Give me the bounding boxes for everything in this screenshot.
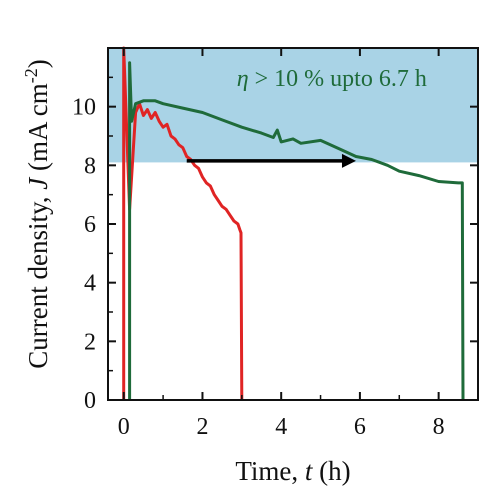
y-axis-title-post: (mA cm — [23, 83, 53, 178]
y-tick-label: 8 — [84, 153, 96, 179]
y-tick-label: 10 — [72, 95, 96, 121]
x-tick-label: 4 — [275, 414, 287, 440]
x-axis-title-var: t — [305, 456, 314, 486]
y-axis-title-close: ) — [23, 59, 53, 68]
y-axis-title-sup: -2 — [21, 68, 41, 83]
series-line-2 — [128, 61, 465, 401]
x-tick-label: 6 — [354, 414, 366, 440]
annotation: η > 10 % upto 6.7 h — [237, 66, 427, 92]
y-tick-label: 2 — [84, 329, 96, 355]
annotation-eta: η — [237, 66, 249, 92]
y-axis-title: Current density, J (mA cm-2) — [21, 59, 53, 368]
x-axis-title: Time, t (h) — [235, 456, 350, 486]
x-tick-label: 0 — [118, 414, 130, 440]
tick-layer: 0 2 4 6 8 0 2 4 6 8 10 — [72, 48, 478, 440]
y-tick-label: 4 — [84, 271, 96, 297]
x-tick-label: 2 — [196, 414, 208, 440]
y-tick-label: 0 — [84, 388, 96, 414]
x-axis-title-pre: Time, — [235, 456, 305, 486]
x-axis-title-post: (h) — [312, 456, 350, 486]
x-tick-label: 8 — [433, 414, 445, 440]
arrow-head — [341, 153, 356, 168]
y-axis-title-var: J — [23, 176, 53, 190]
series-layer — [122, 46, 465, 401]
y-axis-title-pre: Current density, — [23, 190, 53, 369]
annotation-text: > 10 % upto 6.7 h — [249, 66, 427, 92]
y-tick-label: 6 — [84, 212, 96, 238]
series-line-1 — [122, 46, 244, 401]
